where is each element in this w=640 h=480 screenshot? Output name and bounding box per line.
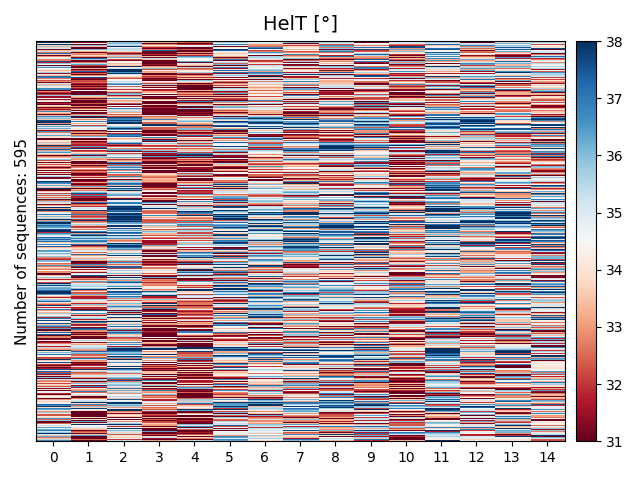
Title: HelT [°]: HelT [°] (262, 15, 337, 34)
Y-axis label: Number of sequences: 595: Number of sequences: 595 (15, 138, 30, 345)
